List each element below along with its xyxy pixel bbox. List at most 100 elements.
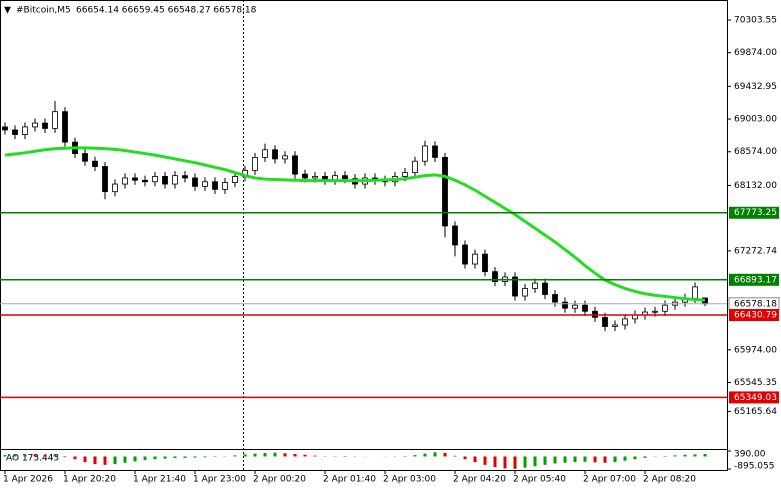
ao-bar xyxy=(313,455,317,457)
menu-arrow[interactable]: ▼ xyxy=(4,6,11,16)
candle-body xyxy=(132,177,138,181)
candle-body xyxy=(112,183,118,193)
ao-bar xyxy=(233,455,237,457)
candle-body xyxy=(182,175,188,179)
ao-bar xyxy=(283,453,287,457)
ao-bar xyxy=(493,456,497,467)
candle-body xyxy=(262,149,268,158)
y-tick-label: 65974.00 xyxy=(734,345,777,355)
x-tick-label: 1 Apr 2026 xyxy=(3,475,53,485)
candle-body xyxy=(252,156,258,171)
indicator-title: AO 173.443 xyxy=(6,454,59,464)
candle-body xyxy=(402,172,408,177)
candle-body xyxy=(142,179,148,183)
ao-bar xyxy=(113,456,117,465)
candle-body xyxy=(542,282,548,295)
ao-bar xyxy=(563,456,567,463)
candle-body xyxy=(602,316,608,327)
candle-body xyxy=(52,111,58,129)
ao-bar xyxy=(463,456,467,460)
level-label-box xyxy=(729,273,779,286)
x-tick-label: 2 Apr 08:20 xyxy=(643,475,696,485)
ao-bar xyxy=(603,456,607,463)
candle-body xyxy=(522,288,528,297)
candle-body xyxy=(232,176,238,183)
candle-body xyxy=(102,166,108,193)
ao-bar xyxy=(663,455,667,457)
ao-bar xyxy=(153,456,157,460)
level-label: 67773.25 xyxy=(734,208,777,218)
ao-bar xyxy=(293,453,297,457)
y-tick-label: 390.00 xyxy=(734,450,766,460)
y-tick-label: 68574.00 xyxy=(734,147,777,157)
candle-body xyxy=(512,276,518,297)
x-tick-label: 1 Apr 21:40 xyxy=(133,475,186,485)
ao-bar xyxy=(573,456,577,463)
candle-body xyxy=(32,122,38,128)
x-tick-label: 1 Apr 20:20 xyxy=(63,475,116,485)
x-tick-label: 2 Apr 00:20 xyxy=(253,475,306,485)
y-tick-label: 65545.35 xyxy=(734,378,777,388)
candle-body xyxy=(202,181,208,187)
ao-bar xyxy=(643,456,647,458)
x-tick-label: 2 Apr 07:00 xyxy=(583,475,636,485)
ao-bar xyxy=(693,454,697,457)
y-tick-label: 69003.00 xyxy=(734,115,777,125)
ao-bar xyxy=(513,456,517,469)
ao-bar xyxy=(673,455,677,457)
candle-body xyxy=(212,181,218,190)
ao-bar xyxy=(183,456,187,458)
candle-body xyxy=(582,304,588,312)
candle-body xyxy=(482,253,488,273)
candle-body xyxy=(472,253,478,265)
x-tick-label: 2 Apr 03:00 xyxy=(383,475,436,485)
symbol-title: #Bitcoin,M5 xyxy=(16,6,71,16)
y-tick-label: 65165.64 xyxy=(734,407,777,417)
bid-label: 66578.18 xyxy=(734,299,777,309)
x-tick-label: 2 Apr 04:20 xyxy=(453,475,506,485)
level-label: 65349.03 xyxy=(734,393,777,403)
candle-body xyxy=(562,301,568,309)
candle-body xyxy=(42,122,48,129)
ao-bar xyxy=(123,456,127,463)
ao-bar xyxy=(453,455,457,457)
ao-bar xyxy=(23,454,27,457)
y-tick-label: 68132.00 xyxy=(734,181,777,191)
candle-body xyxy=(342,175,348,180)
y-tick-label: 70303.55 xyxy=(734,15,777,25)
y-tick-label: -895.055 xyxy=(734,462,774,472)
ao-bar xyxy=(423,453,427,457)
candle-body xyxy=(652,310,658,313)
candle-body xyxy=(292,155,298,175)
plot-frame xyxy=(0,0,728,471)
moving-average xyxy=(4,146,706,302)
ao-bar xyxy=(143,456,147,460)
ao-bar xyxy=(433,452,437,457)
candle-body xyxy=(192,177,198,187)
ao-bar xyxy=(243,454,247,457)
candle-body xyxy=(162,176,168,185)
level-label-box xyxy=(729,391,779,404)
ao-bar xyxy=(473,456,477,463)
x-tick-label: 2 Apr 05:40 xyxy=(513,475,566,485)
ao-bar xyxy=(623,456,627,461)
ao-bar xyxy=(413,455,417,457)
ao-bar xyxy=(683,454,687,457)
level-label-box xyxy=(729,206,779,219)
candle-body xyxy=(412,160,418,174)
candle-body xyxy=(2,126,8,131)
candle-body xyxy=(442,156,448,227)
ao-bar xyxy=(33,454,37,457)
ao-bar xyxy=(53,454,57,457)
candle-body xyxy=(82,153,88,162)
candle-body xyxy=(22,126,28,135)
candle-body xyxy=(422,145,428,162)
ao-bar xyxy=(163,456,167,459)
x-tick-label: 2 Apr 01:40 xyxy=(323,475,376,485)
candle-body xyxy=(572,304,578,309)
ao-bar xyxy=(93,456,97,465)
candle-body xyxy=(622,318,628,326)
